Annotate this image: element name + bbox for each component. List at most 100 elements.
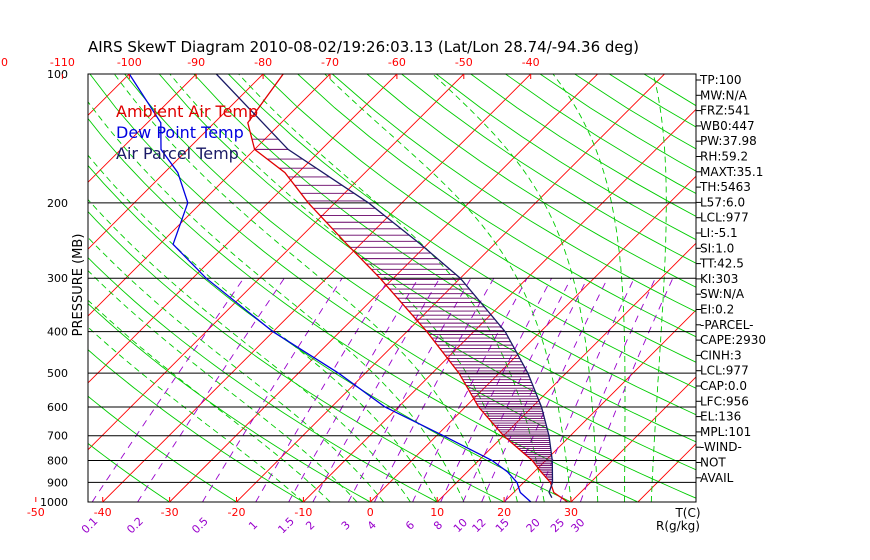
mixing-ratio-tick-label: 0.5 <box>189 515 211 537</box>
top-temp-tick-label: -70 <box>321 56 339 69</box>
isotherm-line <box>503 309 696 502</box>
mixing-ratio-tick-label: 12 <box>470 516 489 535</box>
mixing-ratio-tick-label: 4 <box>365 518 379 532</box>
top-temp-tick-label: -100 <box>117 56 142 69</box>
dewpoint-temp-line <box>128 74 532 502</box>
mixing-ratio-line <box>412 277 528 502</box>
dry-adiabat <box>88 257 438 502</box>
moist-adiabat <box>88 236 385 502</box>
stat-item: -PARCEL- <box>700 318 754 332</box>
top-temp-tick-label: -40 <box>522 56 540 69</box>
stat-item: EL:136 <box>700 410 741 424</box>
stat-item: LCL:977 <box>700 364 749 378</box>
bottom-temp-tick-label: 30 <box>564 506 578 519</box>
bottom-temp-tick-label: -20 <box>228 506 246 519</box>
dry-adiabat <box>88 442 170 502</box>
stat-item: SW:N/A <box>700 287 745 301</box>
dry-adiabat <box>88 210 505 502</box>
mixing-ratio-unit-label: R(g/kg) <box>656 519 700 533</box>
isotherm-line <box>102 74 532 502</box>
mixing-ratio-tick-label: 2 <box>303 518 317 532</box>
top-temp-tick-label: -50 <box>455 56 473 69</box>
mixing-ratio-line <box>255 277 390 502</box>
moist-adiabat <box>113 74 492 502</box>
dry-adiabat <box>401 74 696 264</box>
moist-adiabat <box>324 74 572 502</box>
stat-item: MPL:101 <box>700 425 751 439</box>
bottom-temp-tick-label: 10 <box>430 506 444 519</box>
y-axis-label: PRESSURE (MB) <box>71 234 86 337</box>
bottom-temp-tick-label: -30 <box>161 506 179 519</box>
legend-dewpoint: Dew Point Temp <box>116 123 244 142</box>
isotherm-line <box>88 74 465 451</box>
mixing-ratio-line <box>91 277 245 502</box>
legend-ambient: Ambient Air Temp <box>116 102 258 121</box>
dry-adiabat <box>88 117 639 502</box>
top-temp-tick-label: -120 <box>0 56 8 69</box>
isotherm-line <box>303 108 696 502</box>
pressure-tick-label: 100 <box>47 68 68 81</box>
ambient-temp-line <box>247 74 569 502</box>
bottom-temp-tick-label: -10 <box>294 506 312 519</box>
pressure-tick-label: 1000 <box>40 496 68 509</box>
pressure-tick-label: 500 <box>47 367 68 380</box>
stat-item: TH:5463 <box>699 180 751 194</box>
stat-item: CAPE:2930 <box>700 333 766 347</box>
mixing-ratio-line <box>137 277 285 502</box>
stat-item: CINH:3 <box>700 348 742 362</box>
isotherm-line <box>88 74 264 250</box>
mixing-ratio-line <box>504 277 609 502</box>
mixing-ratio-line <box>202 277 343 502</box>
moist-adiabat <box>88 101 465 502</box>
mixing-ratio-tick-label: 20 <box>524 516 543 535</box>
stat-item: MW:N/A <box>700 88 748 102</box>
mixing-ratio-line <box>373 277 495 502</box>
moist-adiabat <box>238 74 545 502</box>
pressure-tick-label: 600 <box>47 401 68 414</box>
bottom-temp-tick-label: -50 <box>27 506 45 519</box>
dry-adiabat <box>88 349 304 502</box>
pressure-tick-label: 200 <box>47 197 68 210</box>
top-temp-tick-label: -60 <box>388 56 406 69</box>
x-axis-label: T(C) <box>674 506 700 520</box>
stat-item: PW:37.98 <box>700 134 757 148</box>
top-temp-tick-label: -90 <box>187 56 205 69</box>
bottom-temp-tick-label: 20 <box>497 506 511 519</box>
sounding-profiles <box>128 74 569 502</box>
stat-item: SI:1.0 <box>700 241 734 255</box>
mixing-ratio-line <box>347 277 472 502</box>
plot-frame <box>87 73 697 503</box>
isotherm-line <box>88 74 197 183</box>
pressure-tick-label: 900 <box>47 476 68 489</box>
stat-item: -WIND- <box>700 440 742 454</box>
stat-item: FRZ:541 <box>700 104 750 118</box>
stat-item: AVAIL <box>700 471 734 485</box>
dry-adiabat <box>193 74 696 416</box>
chart-title: AIRS SkewT Diagram 2010-08-02/19:26:03.1… <box>88 38 639 56</box>
pressure-tick-label: 400 <box>47 326 68 339</box>
stat-item: LFC:956 <box>700 394 749 408</box>
dry-adiabat <box>228 74 696 389</box>
isotherm-line <box>236 74 665 502</box>
isotherm-line <box>88 74 398 384</box>
mixing-ratio-line <box>288 277 419 502</box>
pressure-tick-label: 700 <box>47 430 68 443</box>
moist-adiabat <box>88 270 358 502</box>
bottom-temp-tick-label: 0 <box>367 506 374 519</box>
stat-item: CAP:0.0 <box>700 379 747 393</box>
stat-item: EI:0.2 <box>700 303 734 317</box>
dry-adiabat <box>262 74 696 363</box>
stat-item: LCL:977 <box>700 211 749 225</box>
moist-adiabat <box>552 74 626 502</box>
stat-item: RH:59.2 <box>700 150 748 164</box>
stat-item: TT:42.5 <box>699 257 744 271</box>
mixing-ratio-tick-label: 10 <box>451 516 470 535</box>
moist-adiabat <box>432 74 599 502</box>
mixing-ratio-tick-label: 3 <box>339 518 353 532</box>
moist-adiabat <box>88 198 411 502</box>
legend-parcel: Air Parcel Temp <box>116 144 239 163</box>
cape-hatching <box>252 138 553 485</box>
mixing-ratio-tick-label: 6 <box>403 518 417 532</box>
